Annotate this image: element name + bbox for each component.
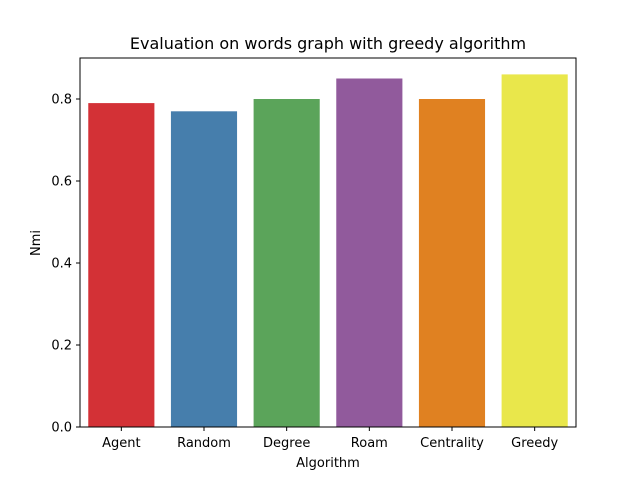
bar-degree bbox=[253, 99, 320, 427]
x-tick-label-roam: Roam bbox=[351, 436, 388, 451]
y-tick-label-4: 0.8 bbox=[51, 93, 72, 108]
x-axis-label: Algorithm bbox=[296, 456, 360, 471]
chart-title: Evaluation on words graph with greedy al… bbox=[130, 34, 526, 53]
y-tick-label-0: 0.0 bbox=[51, 421, 72, 436]
x-tick-label-greedy: Greedy bbox=[511, 436, 558, 451]
x-tick-label-random: Random bbox=[177, 436, 231, 451]
y-tick-label-3: 0.6 bbox=[51, 175, 72, 190]
bar-greedy bbox=[501, 74, 568, 428]
bar-agent bbox=[88, 103, 155, 427]
y-tick-label-1: 0.2 bbox=[51, 339, 72, 354]
bar-roam bbox=[336, 78, 403, 427]
x-tick-label-agent: Agent bbox=[102, 436, 140, 451]
bar-centrality bbox=[418, 99, 486, 427]
plot-frame bbox=[79, 57, 577, 428]
x-tick-label-centrality: Centrality bbox=[420, 436, 484, 451]
y-tick-label-2: 0.4 bbox=[51, 257, 72, 272]
x-tick-label-degree: Degree bbox=[263, 436, 310, 451]
plot-area: Agent Random Degree Roam Centrality Greedy 0.0… bbox=[51, 57, 577, 451]
bar-random bbox=[170, 111, 238, 428]
y-axis-label: Nmi bbox=[29, 230, 44, 256]
